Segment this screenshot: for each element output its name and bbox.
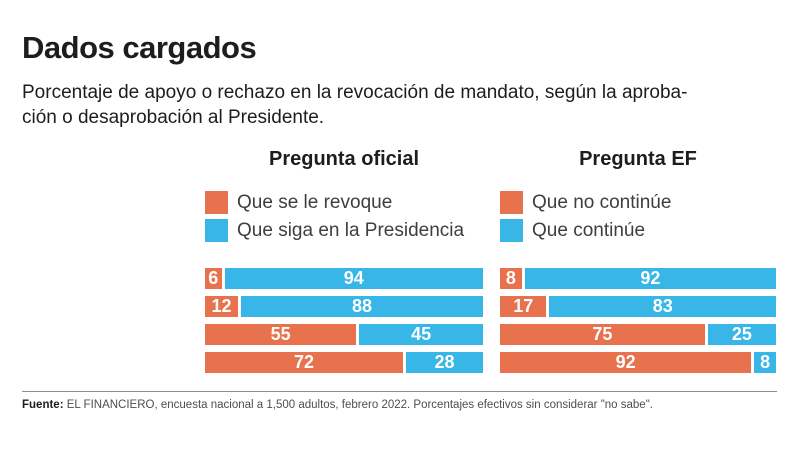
- legend-item: Que siga en la Presidencia: [205, 219, 483, 242]
- bar-value: 28: [434, 352, 455, 372]
- bar-segment-orange: 55: [205, 324, 357, 345]
- bar-row: 72 28: [205, 352, 483, 373]
- subtitle: Porcentaje de apoyo o rechazo en la revo…: [22, 80, 687, 130]
- legend-swatch-orange: [500, 191, 523, 214]
- legend-item: Que se le revoque: [205, 191, 483, 214]
- bar-value: 8: [505, 268, 516, 288]
- source-note: Fuente: EL FINANCIERO, encuesta nacional…: [22, 399, 653, 411]
- page-title: Dados cargados: [22, 30, 257, 65]
- bar-value: 55: [270, 324, 291, 344]
- legend-swatch-blue: [500, 219, 523, 242]
- bar-value: 8: [760, 352, 771, 372]
- bar-segment-orange: 6: [205, 268, 222, 289]
- bar-row: 17 83: [500, 296, 776, 317]
- legend-label: Que se le revoque: [237, 191, 393, 213]
- bar-value: 88: [351, 296, 373, 316]
- bar-value: 45: [411, 324, 432, 344]
- chart-header-oficial: Pregunta oficial: [268, 148, 420, 170]
- bar-value: 94: [343, 268, 364, 288]
- bar-row: 55 45: [205, 324, 483, 345]
- legend-label: Que continúe: [532, 219, 646, 241]
- bar-row: 6 94: [205, 268, 483, 289]
- bar-value: 6: [208, 268, 219, 288]
- bar-value: 12: [211, 296, 232, 316]
- bar-value: 17: [513, 296, 534, 316]
- source-label: Fuente:: [22, 399, 64, 411]
- legend-item: Que no continúe: [500, 191, 776, 214]
- legend-swatch-blue: [205, 219, 228, 242]
- bar-segment-orange: 17: [500, 296, 547, 317]
- chart-pregunta-ef: Pregunta EF Que no continúe Que continúe…: [500, 147, 776, 373]
- bar-segment-orange: 12: [205, 296, 238, 317]
- footer-divider: [22, 391, 777, 392]
- bar-value: 72: [293, 352, 315, 372]
- bar-segment-blue: 94: [224, 268, 483, 289]
- bar-value: 83: [652, 296, 673, 316]
- bar-segment-blue: 83: [549, 296, 776, 317]
- bars-ef: 8 92 17 83 75 25 92 8: [500, 268, 776, 373]
- bar-segment-blue: 88: [241, 296, 483, 317]
- legend-label: Que siga en la Presidencia: [237, 219, 465, 241]
- bar-row: 8 92: [500, 268, 776, 289]
- bar-value: 25: [731, 324, 752, 344]
- bar-segment-orange: 75: [500, 324, 705, 345]
- legend-item: Que continúe: [500, 219, 776, 242]
- legend-ef: Que no continúe Que continúe: [500, 191, 776, 242]
- bar-segment-blue: 8: [754, 352, 776, 373]
- bar-row: 12 88: [205, 296, 483, 317]
- bar-segment-blue: 45: [359, 324, 483, 345]
- bar-segment-orange: 92: [500, 352, 752, 373]
- bar-row: 75 25: [500, 324, 776, 345]
- bar-segment-blue: 28: [406, 352, 483, 373]
- bar-value: 92: [640, 268, 661, 288]
- bar-segment-blue: 92: [524, 268, 776, 289]
- chart-header-ef: Pregunta EF: [579, 148, 697, 170]
- bar-segment-orange: 72: [205, 352, 403, 373]
- legend-label: Que no continúe: [532, 191, 672, 213]
- bar-value: 92: [615, 352, 636, 372]
- chart-pregunta-oficial: Pregunta oficial Que se le revoque Que s…: [205, 147, 483, 373]
- bar-value: 75: [592, 324, 613, 344]
- source-text: EL FINANCIERO, encuesta nacional a 1,500…: [63, 399, 653, 411]
- legend-oficial: Que se le revoque Que siga en la Preside…: [205, 191, 483, 242]
- bars-oficial: 6 94 12 88 55 45 72 28: [205, 268, 483, 373]
- subtitle-line-2: ción o desaprobación al Presidente.: [22, 107, 325, 128]
- legend-swatch-orange: [205, 191, 228, 214]
- bar-row: 92 8: [500, 352, 776, 373]
- bar-segment-blue: 25: [707, 324, 776, 345]
- subtitle-line-1: Porcentaje de apoyo o rechazo en la revo…: [22, 82, 688, 103]
- bar-segment-orange: 8: [500, 268, 522, 289]
- charts-container: Pregunta oficial Que se le revoque Que s…: [205, 147, 776, 373]
